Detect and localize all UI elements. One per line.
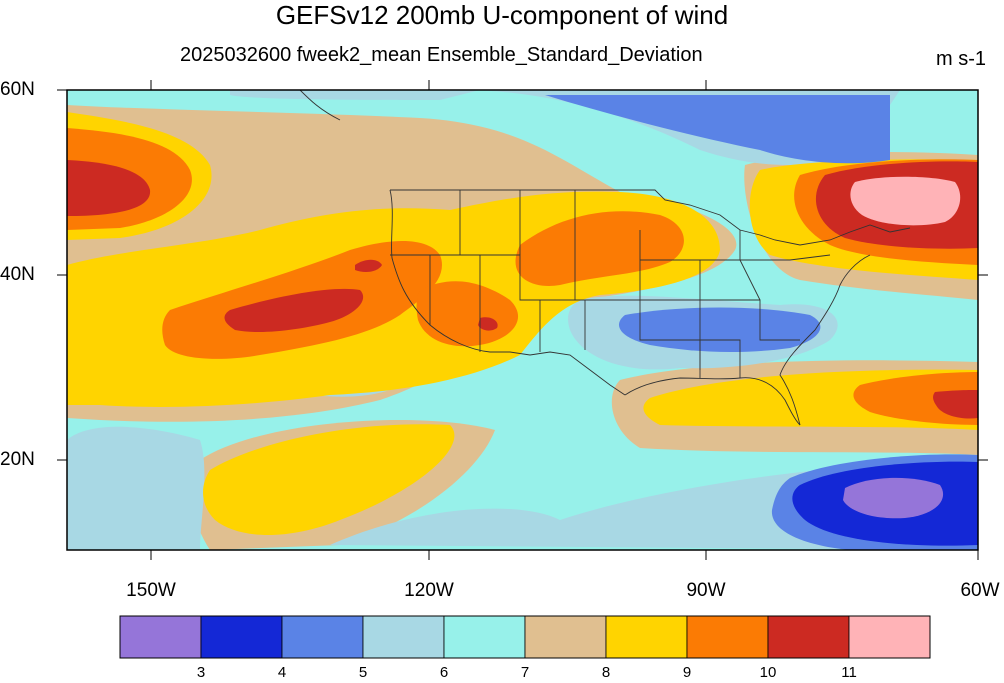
colorbar-box: [605, 615, 688, 659]
colorbar-box: [524, 615, 607, 659]
colorbar-box: [362, 615, 445, 659]
lat-label-60n: 60N: [0, 79, 35, 100]
axis-ticks: [57, 80, 988, 560]
map-subtitle: 2025032600 fweek2_mean Ensemble_Standard…: [180, 44, 703, 66]
units-label: m s-1: [936, 48, 986, 70]
contour-field: [67, 90, 978, 550]
contour-12-region: [850, 176, 961, 226]
colorbar-box: [443, 615, 526, 659]
colorbar-tick-label: 10: [759, 664, 777, 681]
colorbar-tick-label: 11: [841, 664, 857, 681]
colorbar-tick-label: 5: [358, 664, 368, 681]
colorbar-tick-label: 6: [439, 664, 449, 681]
political-boundaries: [299, 90, 911, 426]
colorbar-tick-label: 7: [520, 664, 530, 681]
colorbar-box: [686, 615, 769, 659]
map-title: GEFSv12 200mb U-component of wind: [275, 0, 729, 30]
colorbar-box: [848, 615, 931, 659]
colorbar-box: [281, 615, 364, 659]
colorbar-tick-label: 4: [277, 664, 287, 681]
contour-3-region: [843, 477, 944, 519]
lon-label-90w: 90W: [686, 580, 726, 601]
colorbar-tick-label: 8: [601, 664, 611, 681]
colorbar-tick-label: 3: [196, 664, 206, 681]
colorbar-tick-label: 9: [682, 664, 692, 681]
lon-label-120w: 120W: [404, 580, 454, 601]
lat-label-20n: 20N: [0, 449, 35, 470]
lon-label-150w: 150W: [126, 580, 176, 601]
lon-label-60w: 60W: [960, 580, 1000, 601]
lat-label-40n: 40N: [0, 264, 35, 285]
colorbar-box: [200, 615, 283, 659]
colorbar-box: [119, 615, 202, 659]
colorbar: [119, 615, 931, 659]
colorbar-box: [767, 615, 850, 659]
map-frame: [66, 89, 979, 551]
